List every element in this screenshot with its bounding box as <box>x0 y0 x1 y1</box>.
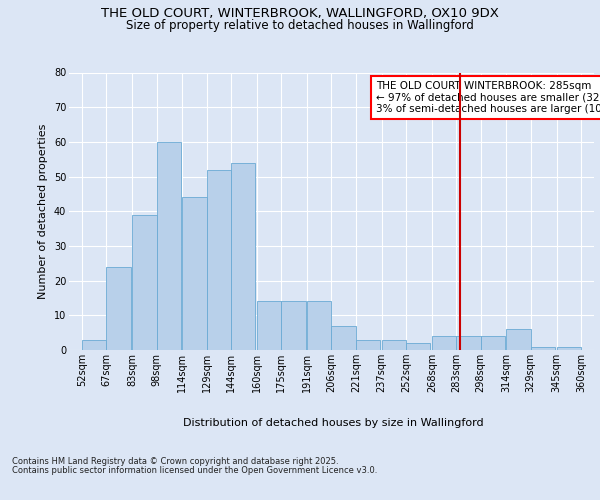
Text: THE OLD COURT WINTERBROOK: 285sqm
← 97% of detached houses are smaller (327)
3% : THE OLD COURT WINTERBROOK: 285sqm ← 97% … <box>376 81 600 114</box>
Bar <box>432 336 456 350</box>
Text: Size of property relative to detached houses in Wallingford: Size of property relative to detached ho… <box>126 18 474 32</box>
Bar <box>456 336 481 350</box>
Bar <box>506 329 531 350</box>
Bar <box>557 346 581 350</box>
Bar <box>356 340 380 350</box>
Bar <box>132 214 157 350</box>
Text: Contains HM Land Registry data © Crown copyright and database right 2025.: Contains HM Land Registry data © Crown c… <box>12 457 338 466</box>
Bar <box>231 162 256 350</box>
Bar <box>207 170 231 350</box>
Text: THE OLD COURT, WINTERBROOK, WALLINGFORD, OX10 9DX: THE OLD COURT, WINTERBROOK, WALLINGFORD,… <box>101 8 499 20</box>
Y-axis label: Number of detached properties: Number of detached properties <box>38 124 48 299</box>
Bar <box>182 198 207 350</box>
Bar <box>481 336 505 350</box>
Text: Contains public sector information licensed under the Open Government Licence v3: Contains public sector information licen… <box>12 466 377 475</box>
Text: Distribution of detached houses by size in Wallingford: Distribution of detached houses by size … <box>182 418 484 428</box>
Bar <box>281 302 305 350</box>
Bar <box>382 340 406 350</box>
Bar <box>406 343 430 350</box>
Bar <box>157 142 181 350</box>
Bar <box>331 326 356 350</box>
Bar <box>307 302 331 350</box>
Bar <box>531 346 555 350</box>
Bar <box>106 267 131 350</box>
Bar <box>82 340 106 350</box>
Bar <box>257 302 281 350</box>
